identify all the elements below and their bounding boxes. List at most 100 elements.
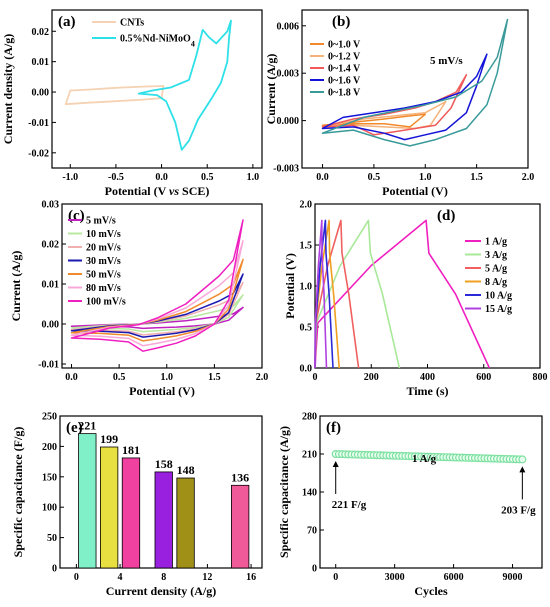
y-tick-label: 0.0 bbox=[300, 364, 313, 375]
x-tick-label: 0.5 bbox=[113, 372, 126, 383]
x-tick-label: 3000 bbox=[385, 572, 405, 583]
gcd-curve bbox=[314, 219, 328, 369]
legend-b-label: 0~1.6 V bbox=[328, 76, 361, 87]
gcd-curve bbox=[314, 219, 491, 369]
x-tick-label: 0.0 bbox=[65, 372, 78, 383]
y-tick-label: -0.01 bbox=[38, 360, 59, 371]
x-tick-label: 600 bbox=[476, 372, 491, 383]
y-tick-label: 280 bbox=[302, 412, 317, 423]
bar bbox=[78, 433, 97, 569]
legend-d-label-text: 5 A/g bbox=[485, 264, 507, 275]
y-tick-label: 0.02 bbox=[42, 240, 60, 251]
x-axis-label-part: Potential (V bbox=[105, 184, 169, 198]
x-tick-label: 16 bbox=[246, 572, 256, 583]
panel-f: 0 3000 6000 9000 0 70 140 210 280 Cycles Specific … bbox=[277, 412, 543, 598]
x-axis-label: Potential (V) bbox=[129, 384, 195, 398]
legend-c-label: 20 mV/s bbox=[86, 243, 121, 254]
cv-window-curve bbox=[321, 74, 468, 136]
legend-c-label-text: 10 mV/s bbox=[86, 229, 121, 240]
y-tick-label: 0.5 bbox=[300, 323, 313, 334]
legend-b-label-text: 0~1.0 V bbox=[328, 40, 361, 51]
end-capacitance-label: 203 F/g bbox=[501, 504, 536, 516]
legend-d-label-text: 8 A/g bbox=[485, 277, 507, 288]
start-capacitance-label: 221 F/g bbox=[332, 499, 367, 511]
cv-curve bbox=[64, 85, 165, 106]
x-tick-label: 200 bbox=[364, 372, 379, 383]
y-tick-label: 0 bbox=[312, 564, 317, 575]
y-axis-label: Specific capacitance (F/g) bbox=[11, 427, 25, 558]
x-tick-label: 12 bbox=[202, 572, 212, 583]
legend-c-label: 5 mV/s bbox=[86, 216, 116, 227]
y-tick-label: 0.02 bbox=[32, 27, 50, 38]
legend-b-label: 0~1.8 V bbox=[328, 88, 361, 99]
plot-frame bbox=[301, 9, 529, 169]
y-axis-label: Current (A/g) bbox=[9, 251, 23, 322]
scan-rate-annotation: 5 mV/s bbox=[430, 55, 463, 67]
legend-b-label: 0~1.2 V bbox=[328, 52, 361, 63]
x-tick-label: 800 bbox=[533, 372, 548, 383]
cv-window-curve bbox=[321, 100, 447, 130]
cv-rate-curve bbox=[70, 258, 244, 342]
legend-b-label-text: 0~1.4 V bbox=[328, 64, 361, 75]
x-axis-label-part: vs bbox=[169, 184, 179, 198]
x-tick-label: -0.5 bbox=[108, 172, 124, 183]
x-tick-label: 1.5 bbox=[208, 372, 221, 383]
legend-c-label-text: 100 mV/s bbox=[86, 297, 126, 308]
bar-value-label: 221 bbox=[78, 419, 96, 433]
x-tick-label: 0.5 bbox=[368, 172, 381, 183]
legend-c-label-text: 80 mV/s bbox=[86, 283, 121, 294]
panel-e: 0 4 8 12 16 0 50 100 150 200 250 Current density (A… bbox=[11, 412, 263, 598]
legend-b-label: 0~1.0 V bbox=[328, 40, 361, 51]
bar bbox=[100, 446, 119, 569]
legend-d-label-text: 10 A/g bbox=[485, 291, 512, 302]
x-tick-label: 0.0 bbox=[316, 172, 329, 183]
panel-c: 0.0 0.5 1.0 1.5 2.0 -0.01 0.00 0.01 0.02 0.03 Pote… bbox=[9, 200, 268, 399]
legend-a-label: CNTs bbox=[120, 18, 144, 29]
legend-d-label: 8 A/g bbox=[485, 277, 507, 288]
x-axis-label: Potential (V vs SCE) bbox=[105, 184, 210, 198]
bar-value-label: 181 bbox=[122, 443, 140, 457]
plot-frame bbox=[319, 415, 543, 569]
legend-a-label: 0.5%Nd-NiMoO4 bbox=[120, 34, 195, 49]
legend-c-label-text: 30 mV/s bbox=[86, 256, 121, 267]
y-tick-label: 1.0 bbox=[300, 282, 313, 293]
x-tick-label: 8 bbox=[161, 572, 166, 583]
legend-a-label-subscript: 4 bbox=[191, 39, 195, 48]
y-axis-label: Current density (A/g) bbox=[1, 34, 15, 144]
legend-d-label-text: 3 A/g bbox=[485, 250, 507, 261]
panel-label: (d) bbox=[437, 208, 455, 224]
y-tick-label: 70 bbox=[307, 526, 317, 537]
plot-frame bbox=[61, 203, 263, 369]
legend-d-label: 1 A/g bbox=[485, 237, 507, 248]
y-tick-label: -0.02 bbox=[28, 148, 49, 159]
x-tick-label: 1.0 bbox=[247, 172, 260, 183]
panel-label: (a) bbox=[58, 14, 76, 30]
x-tick-label: -1.0 bbox=[62, 172, 78, 183]
y-tick-label: 0.000 bbox=[277, 116, 300, 127]
y-tick-label: 2.0 bbox=[300, 200, 313, 211]
bar bbox=[231, 484, 250, 569]
legend-b-label: 0~1.4 V bbox=[328, 64, 361, 75]
x-axis-label-part: SCE) bbox=[179, 184, 209, 198]
y-tick-label: 140 bbox=[302, 488, 317, 499]
legend-d-label: 15 A/g bbox=[485, 304, 512, 315]
panel-label: (b) bbox=[332, 14, 350, 30]
x-tick-label: 1.0 bbox=[419, 172, 432, 183]
y-axis-label: Potential (V) bbox=[283, 253, 297, 319]
x-tick-label: 4 bbox=[118, 572, 123, 583]
y-tick-label: 0.006 bbox=[277, 21, 300, 32]
cv-rate-curve bbox=[70, 240, 244, 347]
y-tick-label: 0.01 bbox=[42, 280, 60, 291]
x-axis-label: Potential (V) bbox=[382, 184, 448, 198]
cv-rate-curve bbox=[70, 219, 244, 352]
legend-c-label-text: 5 mV/s bbox=[86, 216, 116, 227]
cv-window-curve bbox=[321, 113, 427, 128]
x-tick-label: 9000 bbox=[503, 572, 523, 583]
legend-b-label-text: 0~1.6 V bbox=[328, 76, 361, 87]
x-tick-label: 6000 bbox=[444, 572, 464, 583]
panel-d: 0 200 400 600 800 0.0 0.5 1.0 1.5 2.0 Time (s) Pote… bbox=[283, 200, 548, 399]
y-tick-label: 250 bbox=[42, 412, 57, 423]
bar-value-label: 158 bbox=[155, 457, 173, 471]
y-tick-label: 0 bbox=[52, 564, 57, 575]
